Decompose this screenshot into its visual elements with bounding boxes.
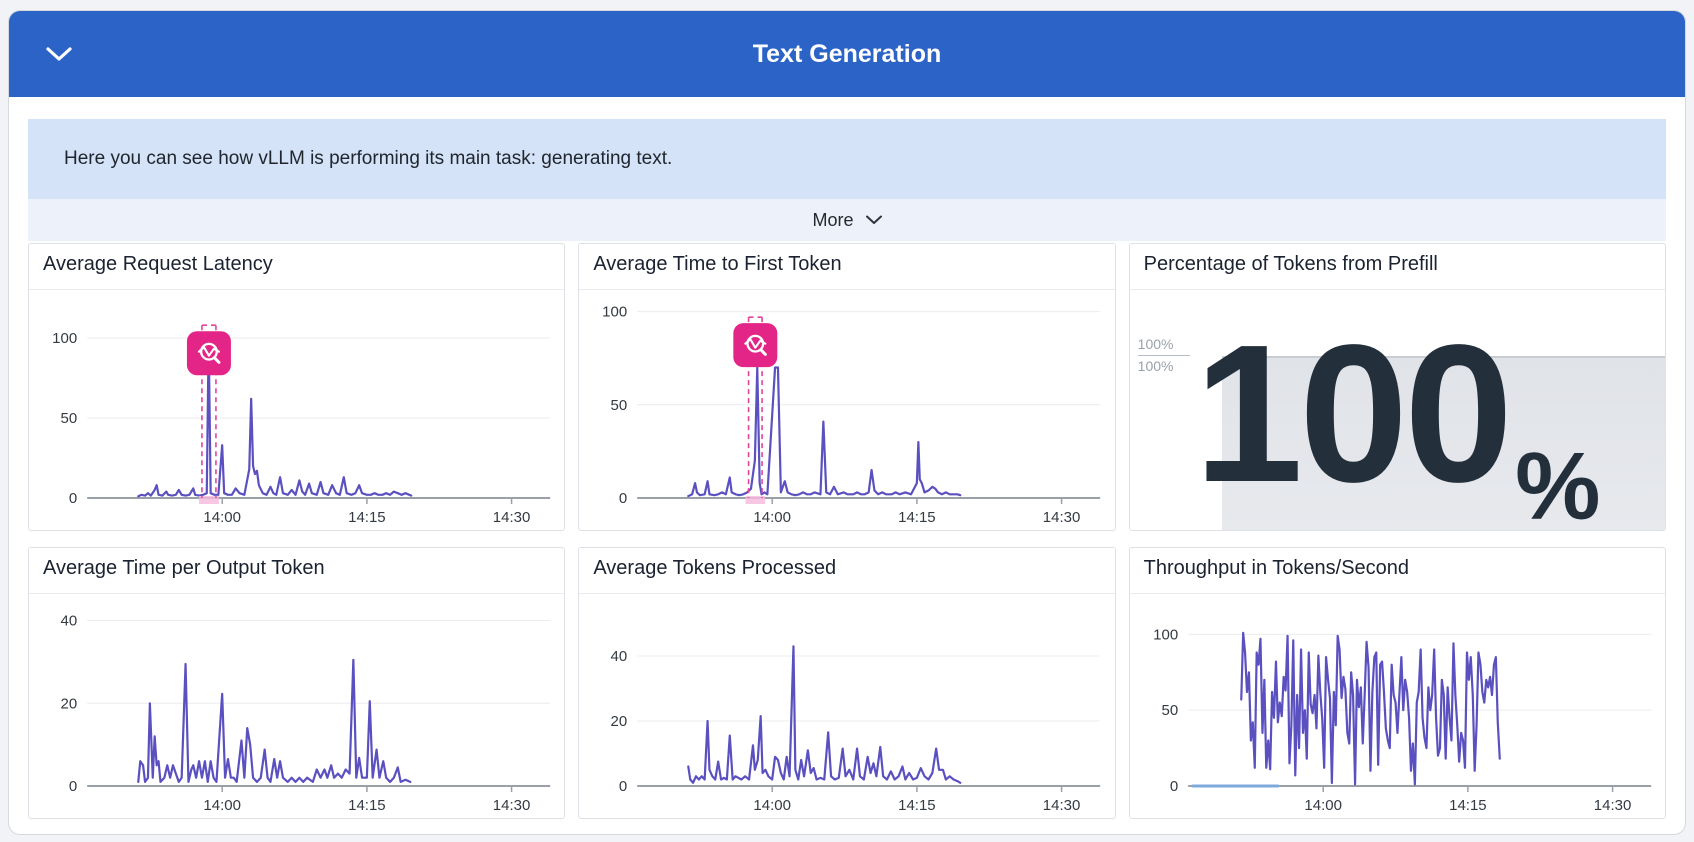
svg-text:0: 0 [69, 490, 77, 507]
info-banner: Here you can see how vLLM is performing … [28, 119, 1666, 199]
stat-sparkline-area [1221, 356, 1665, 530]
svg-text:0: 0 [1169, 778, 1177, 795]
panel-grid: Average Request Latency 0 50 100 14:00 14:15… [28, 243, 1666, 819]
annotation-badge[interactable] [733, 323, 778, 368]
svg-text:14:30: 14:30 [1593, 797, 1631, 814]
svg-text:50: 50 [611, 397, 628, 414]
panel-title: Average Time to First Token [579, 244, 1115, 290]
more-expander[interactable]: More [28, 199, 1666, 241]
stat-axis-tick: 100% [1137, 334, 1190, 356]
svg-text:14:00: 14:00 [754, 509, 792, 526]
annotation-badge[interactable] [186, 331, 231, 376]
svg-text:14:30: 14:30 [493, 797, 531, 814]
svg-text:14:30: 14:30 [1043, 509, 1081, 526]
svg-text:50: 50 [1161, 702, 1178, 719]
panel-throughput-tokens-per-second: Throughput in Tokens/Second 0 50 100 14:00 1… [1128, 547, 1666, 819]
stat-unit: % [1515, 433, 1601, 530]
svg-text:14:15: 14:15 [348, 797, 386, 814]
svg-text:14:00: 14:00 [1304, 797, 1342, 814]
panel-title: Average Request Latency [29, 244, 565, 290]
chevron-down-icon [865, 215, 882, 224]
more-label: More [812, 209, 854, 230]
svg-text:20: 20 [611, 713, 628, 730]
svg-text:0: 0 [69, 778, 77, 795]
svg-text:100: 100 [52, 330, 77, 347]
panel-group-header[interactable]: Text Generation [9, 11, 1685, 97]
dashboard-card: Text Generation Here you can see how vLL… [8, 10, 1686, 835]
svg-text:14:00: 14:00 [203, 509, 241, 526]
average-request-latency-chart[interactable]: 0 50 100 14:00 14:15 14:30 [29, 290, 564, 530]
panel-average-request-latency: Average Request Latency 0 50 100 14:00 14:15… [28, 243, 566, 531]
average-tokens-processed-chart[interactable]: 0 20 40 14:00 14:15 14:30 [579, 594, 1114, 818]
average-time-to-first-token-chart[interactable]: 0 50 100 14:00 14:15 14:30 [579, 290, 1114, 530]
panel-title: Percentage of Tokens from Prefill [1129, 244, 1665, 290]
chevron-down-icon [46, 46, 72, 61]
svg-text:50: 50 [60, 410, 77, 427]
stat-axis-tick: 100% [1137, 358, 1174, 374]
svg-text:100: 100 [602, 304, 627, 321]
svg-text:100: 100 [1153, 626, 1178, 643]
svg-text:14:15: 14:15 [898, 509, 936, 526]
collapse-group-button[interactable] [37, 32, 81, 76]
panel-title: Average Time per Output Token [29, 548, 565, 594]
prefill-stat-body: 100% 100% 100 % [1130, 290, 1665, 530]
panel-title: Average Tokens Processed [579, 548, 1115, 594]
svg-text:14:15: 14:15 [898, 797, 936, 814]
panel-title: Throughput in Tokens/Second [1129, 548, 1665, 594]
svg-text:0: 0 [619, 778, 627, 795]
stat-y-axis: 100% 100% [1137, 334, 1190, 377]
panel-average-time-per-output-token: Average Time per Output Token 0 20 40 14:00… [28, 547, 566, 819]
svg-text:14:00: 14:00 [754, 797, 792, 814]
panel-average-time-to-first-token: Average Time to First Token 0 50 100 14:00 1… [578, 243, 1116, 531]
average-time-per-output-token-chart[interactable]: 0 20 40 14:00 14:15 14:30 [29, 594, 564, 818]
stat-value: 100 [1194, 303, 1513, 523]
panel-percentage-tokens-from-prefill: Percentage of Tokens from Prefill 100% 1… [1128, 243, 1666, 531]
group-title: Text Generation [752, 39, 942, 68]
stat-value-wrap: 100 % [1130, 290, 1665, 530]
panel-average-tokens-processed: Average Tokens Processed 0 20 40 14:00 14:15… [578, 547, 1116, 819]
svg-text:40: 40 [611, 648, 628, 665]
svg-text:14:00: 14:00 [203, 797, 241, 814]
svg-text:14:30: 14:30 [493, 509, 531, 526]
svg-text:20: 20 [60, 695, 77, 712]
svg-text:14:15: 14:15 [348, 509, 386, 526]
svg-text:0: 0 [619, 490, 627, 507]
svg-text:14:15: 14:15 [1449, 797, 1487, 814]
info-banner-text: Here you can see how vLLM is performing … [64, 148, 673, 169]
throughput-tokens-per-second-chart[interactable]: 0 50 100 14:00 14:15 14:30 [1130, 594, 1665, 818]
svg-text:40: 40 [60, 613, 77, 630]
svg-text:14:30: 14:30 [1043, 797, 1081, 814]
